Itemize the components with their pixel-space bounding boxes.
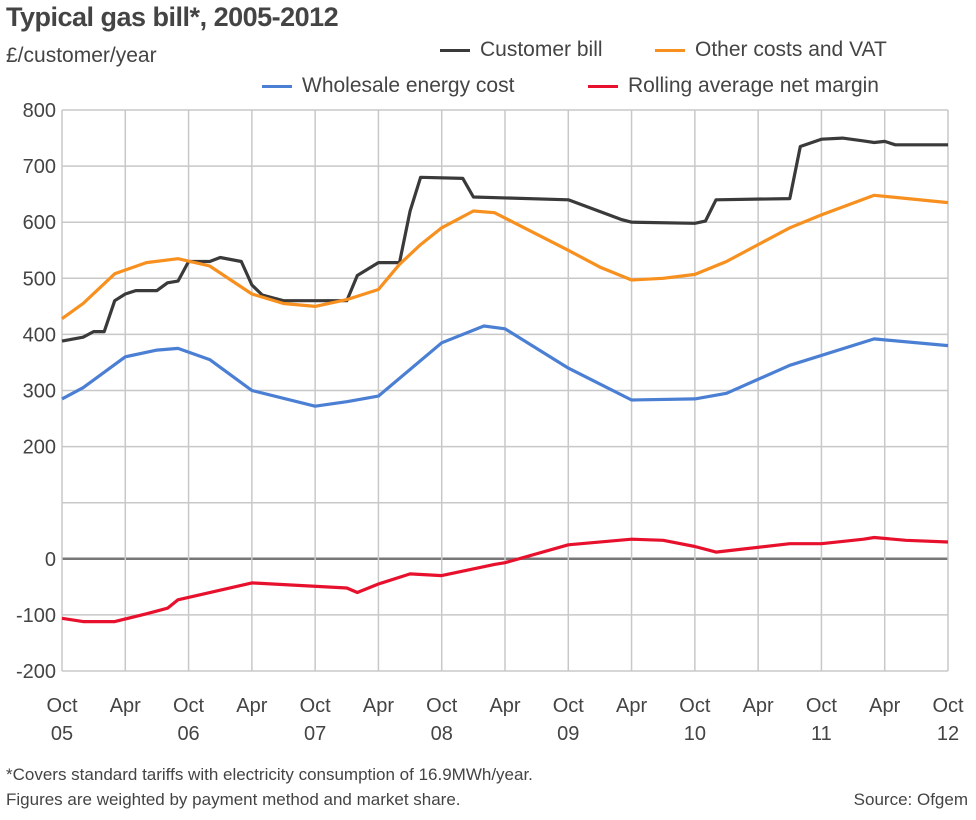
y-tick-label: 700 [23,156,56,178]
x-tick-label-year: 06 [177,723,199,745]
footnote-tariffs: *Covers standard tariffs with electricit… [6,765,533,784]
y-tick-label: 200 [23,437,56,459]
y-tick-label: 800 [23,100,56,122]
x-tick-label-month: Apr [363,695,394,717]
x-tick-label-month: Apr [869,695,900,717]
y-tick-label: 300 [23,381,56,403]
x-tick-label-month: Apr [236,695,267,717]
x-tick-label-year: 10 [684,723,706,745]
y-tick-label: 500 [23,268,56,290]
x-tick-label-year: 11 [811,723,832,745]
x-tick-label-month: Apr [743,695,774,717]
x-tick-label-month: Oct [806,695,838,717]
legend-label: Other costs and VAT [695,38,887,61]
x-tick-label-year: 09 [557,723,579,745]
x-tick-label-month: Apr [616,695,647,717]
x-tick-label-month: Apr [489,695,520,717]
y-tick-label: -200 [16,661,56,683]
x-tick-label-month: Oct [932,695,964,717]
chart-title: Typical gas bill*, 2005-2012 [6,2,339,32]
x-tick-label-year: 08 [431,723,453,745]
series-line-wholesale-energy-cost [61,324,949,408]
legend-swatch-net-margin [588,84,618,88]
x-tick-label-month: Oct [300,695,332,717]
x-tick-label-year: 07 [304,723,326,745]
y-tick-label: -100 [16,605,56,627]
x-tick-label-month: Oct [173,695,205,717]
x-tick-label-month: Oct [553,695,585,717]
legend-label: Customer bill [480,38,603,61]
legend-item-net-margin: Rolling average net margin [588,74,879,98]
footnote-weighting: Figures are weighted by payment method a… [6,790,461,809]
series-line-customer-bill [61,136,948,343]
legend-swatch-wholesale [262,84,292,88]
legend-label: Wholesale energy cost [302,74,515,97]
legend-item-other-costs: Other costs and VAT [655,38,887,62]
series-line-other-costs-and-vat [61,193,949,320]
y-axis-unit-label: £/customer/year [6,44,157,67]
x-tick-label-month: Oct [679,695,711,717]
legend-item-customer-bill: Customer bill [440,38,603,62]
x-tick-label-month: Oct [46,695,78,717]
x-tick-label-month: Apr [110,695,141,717]
legend-label: Rolling average net margin [628,74,879,97]
x-tick-label-month: Oct [426,695,458,717]
y-tick-label: 0 [45,549,56,571]
y-tick-label: 600 [23,212,56,234]
x-tick-label-year: 12 [937,723,959,745]
y-tick-label: 400 [23,324,56,346]
legend-swatch-other-costs [655,48,685,52]
legend-swatch-customer-bill [440,48,470,52]
series-line-rolling-average-net-margin [61,535,949,624]
source-label: Source: Ofgem [853,790,968,809]
x-tick-label-year: 05 [51,723,73,745]
legend-item-wholesale: Wholesale energy cost [262,74,514,98]
